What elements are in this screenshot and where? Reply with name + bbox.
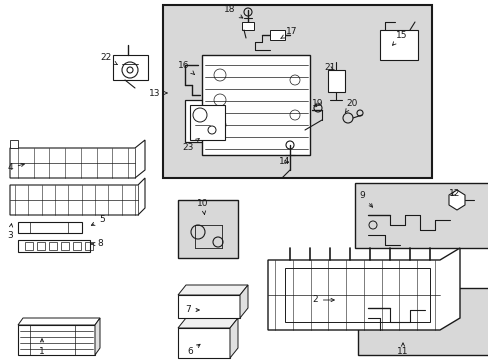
Bar xyxy=(85,242,93,250)
Bar xyxy=(327,70,345,92)
Bar xyxy=(285,268,429,322)
Text: 14: 14 xyxy=(279,158,290,166)
Text: 18: 18 xyxy=(224,5,243,18)
Text: 8: 8 xyxy=(91,239,102,248)
Text: 23: 23 xyxy=(182,139,199,152)
Text: 2: 2 xyxy=(311,296,334,305)
Bar xyxy=(178,295,240,318)
Bar xyxy=(184,100,227,142)
Polygon shape xyxy=(95,318,100,355)
Polygon shape xyxy=(10,178,145,215)
Text: 5: 5 xyxy=(91,216,104,225)
Text: 15: 15 xyxy=(392,31,407,45)
Text: 12: 12 xyxy=(448,189,460,198)
Text: 9: 9 xyxy=(358,190,372,207)
Polygon shape xyxy=(18,325,95,355)
Polygon shape xyxy=(178,318,238,328)
Polygon shape xyxy=(240,285,247,318)
Polygon shape xyxy=(18,318,100,325)
Polygon shape xyxy=(178,285,247,295)
Bar xyxy=(269,30,285,40)
Polygon shape xyxy=(10,140,145,178)
Polygon shape xyxy=(178,328,229,358)
Text: 20: 20 xyxy=(345,99,357,113)
Polygon shape xyxy=(267,248,459,330)
Bar xyxy=(379,30,417,60)
Bar xyxy=(18,240,90,252)
Bar xyxy=(18,222,82,233)
Text: 1: 1 xyxy=(39,339,45,356)
Text: 16: 16 xyxy=(178,60,194,75)
Bar xyxy=(113,55,148,80)
Bar xyxy=(37,242,45,250)
Bar xyxy=(202,55,309,155)
Polygon shape xyxy=(229,318,238,358)
Bar xyxy=(73,242,81,250)
Text: 11: 11 xyxy=(396,343,408,356)
Bar xyxy=(190,105,224,140)
Bar xyxy=(178,200,238,258)
Bar xyxy=(49,242,57,250)
Bar xyxy=(357,288,488,355)
Bar xyxy=(61,242,69,250)
Bar xyxy=(25,242,33,250)
Bar xyxy=(163,5,431,178)
Text: 4: 4 xyxy=(7,163,24,172)
Polygon shape xyxy=(10,140,18,148)
Text: 7: 7 xyxy=(185,306,199,315)
Text: 6: 6 xyxy=(187,344,200,356)
Text: 10: 10 xyxy=(197,199,208,215)
Text: 17: 17 xyxy=(280,27,297,38)
Text: 22: 22 xyxy=(100,54,117,64)
Text: 3: 3 xyxy=(7,224,13,239)
Bar xyxy=(242,22,253,30)
Polygon shape xyxy=(448,190,464,210)
Bar xyxy=(354,183,488,248)
Text: 21: 21 xyxy=(324,63,335,72)
Text: 13: 13 xyxy=(149,89,167,98)
Text: 19: 19 xyxy=(312,99,323,108)
